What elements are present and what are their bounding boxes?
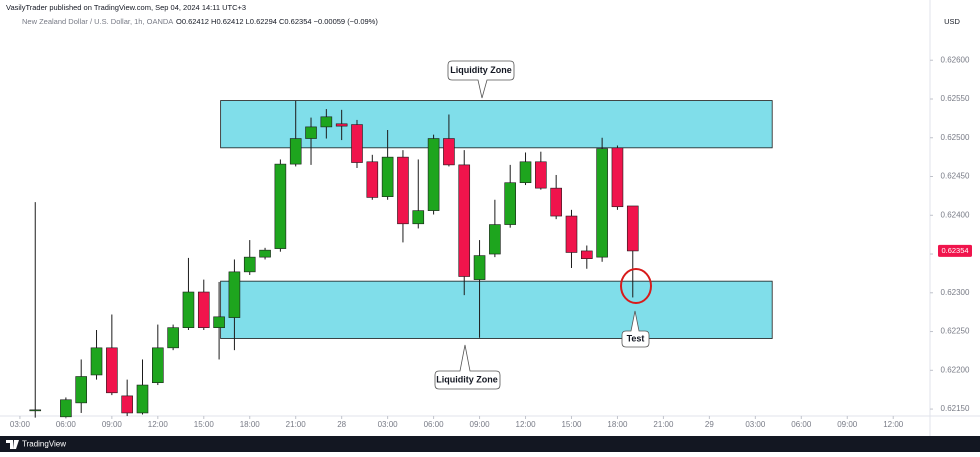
x-tick-label: 06:00 bbox=[424, 420, 445, 429]
candle-body bbox=[243, 256, 256, 273]
callout-test: Test bbox=[621, 310, 650, 348]
candle-body bbox=[458, 164, 471, 277]
candle-body bbox=[106, 347, 118, 394]
candle-body bbox=[274, 163, 287, 249]
candle-body bbox=[182, 291, 195, 328]
plot-area: 0.621500.622000.622500.623000.623500.624… bbox=[0, 0, 980, 436]
candle-body bbox=[412, 210, 425, 225]
last-price-tag bbox=[938, 244, 972, 257]
candle-body bbox=[473, 255, 486, 280]
brand: TradingView bbox=[22, 440, 66, 449]
candle-body bbox=[626, 205, 639, 252]
y-tick-label: 0.62450 bbox=[941, 172, 970, 181]
candle-body bbox=[596, 148, 608, 258]
callout-box bbox=[434, 344, 501, 390]
x-tick-label: 18:00 bbox=[240, 420, 261, 429]
callout-box bbox=[447, 60, 515, 99]
x-tick-label: 09:00 bbox=[837, 420, 858, 429]
symbol: New Zealand Dollar / U.S. Dollar, 1h, OA… bbox=[22, 17, 173, 26]
candle-body bbox=[335, 123, 348, 127]
candle-body bbox=[121, 395, 133, 414]
candle-body bbox=[351, 124, 363, 163]
x-tick-label: 06:00 bbox=[56, 420, 77, 429]
candle-body bbox=[305, 126, 317, 139]
x-tick-label: 28 bbox=[337, 420, 346, 429]
y-tick-label: 0.62200 bbox=[941, 365, 970, 374]
y-tick-label: 0.62400 bbox=[941, 210, 970, 219]
candle-body bbox=[581, 250, 593, 259]
candle-body bbox=[75, 376, 88, 404]
x-tick-label: 09:00 bbox=[102, 420, 123, 429]
candle-body bbox=[213, 316, 225, 328]
x-tick-label: 12:00 bbox=[516, 420, 537, 429]
brand-logo bbox=[6, 440, 19, 449]
candle-body bbox=[90, 347, 103, 376]
liquidity-zone bbox=[220, 280, 773, 339]
x-tick-label: 03:00 bbox=[378, 420, 399, 429]
y-tick-label: 0.62600 bbox=[941, 55, 970, 64]
y-tick-label: 0.62250 bbox=[941, 327, 970, 336]
currency: USD bbox=[944, 17, 960, 26]
candle-body bbox=[29, 409, 42, 412]
x-tick-label: 12:00 bbox=[148, 420, 169, 429]
candle-body bbox=[197, 291, 210, 328]
liquidity-zone bbox=[220, 100, 773, 149]
candle-body bbox=[550, 187, 562, 217]
x-tick-label: 03:00 bbox=[745, 420, 766, 429]
y-tick-label: 0.62150 bbox=[941, 404, 970, 413]
header: VasilyTrader published on TradingView.co… bbox=[6, 3, 246, 12]
x-tick-label: 15:00 bbox=[194, 420, 215, 429]
x-tick-label: 03:00 bbox=[10, 420, 31, 429]
candle-body bbox=[289, 138, 302, 165]
candle-body bbox=[152, 347, 164, 384]
candle-body bbox=[60, 399, 72, 418]
highlight-circle bbox=[620, 268, 652, 304]
x-tick-label: 09:00 bbox=[470, 420, 491, 429]
y-tick-label: 0.62500 bbox=[941, 133, 970, 142]
candle-body bbox=[167, 327, 179, 349]
callout-label: Liquidity Zone bbox=[450, 65, 512, 75]
y-tick-label: 0.62300 bbox=[941, 288, 970, 297]
candle-body bbox=[381, 156, 394, 197]
x-tick-label: 21:00 bbox=[653, 420, 674, 429]
callout-bottom: Liquidity Zone bbox=[434, 344, 501, 390]
candle-body bbox=[259, 249, 271, 258]
callout-label: Liquidity Zone bbox=[436, 374, 498, 384]
candle-body bbox=[535, 161, 547, 189]
candle-body bbox=[366, 161, 379, 198]
candle-body bbox=[519, 161, 532, 184]
candle-body bbox=[320, 116, 333, 128]
candle-body bbox=[397, 156, 409, 225]
x-tick-label: 15:00 bbox=[561, 420, 582, 429]
y-tick-label: 0.62550 bbox=[941, 94, 970, 103]
callout-label: Test bbox=[627, 333, 645, 343]
x-tick-label: 06:00 bbox=[791, 420, 812, 429]
x-tick-label: 21:00 bbox=[286, 420, 307, 429]
candle-body bbox=[427, 138, 440, 211]
x-tick-label: 12:00 bbox=[883, 420, 904, 429]
candle-body bbox=[489, 224, 501, 255]
ohlc-legend: O0.62412 H0.62412 L0.62294 C0.62354 −0.0… bbox=[176, 17, 378, 26]
x-tick-label: 29 bbox=[705, 420, 714, 429]
callout-top: Liquidity Zone bbox=[447, 60, 515, 99]
candle-body bbox=[228, 271, 241, 318]
candle-body bbox=[565, 215, 578, 253]
callout-box bbox=[621, 310, 650, 348]
candle-body bbox=[611, 147, 624, 208]
x-tick-label: 18:00 bbox=[607, 420, 628, 429]
candle-body bbox=[504, 182, 516, 225]
candle-body bbox=[136, 384, 149, 414]
last-price-label: 0.62354 bbox=[941, 246, 968, 255]
footer-bar bbox=[0, 436, 980, 452]
candle-body bbox=[443, 138, 455, 166]
